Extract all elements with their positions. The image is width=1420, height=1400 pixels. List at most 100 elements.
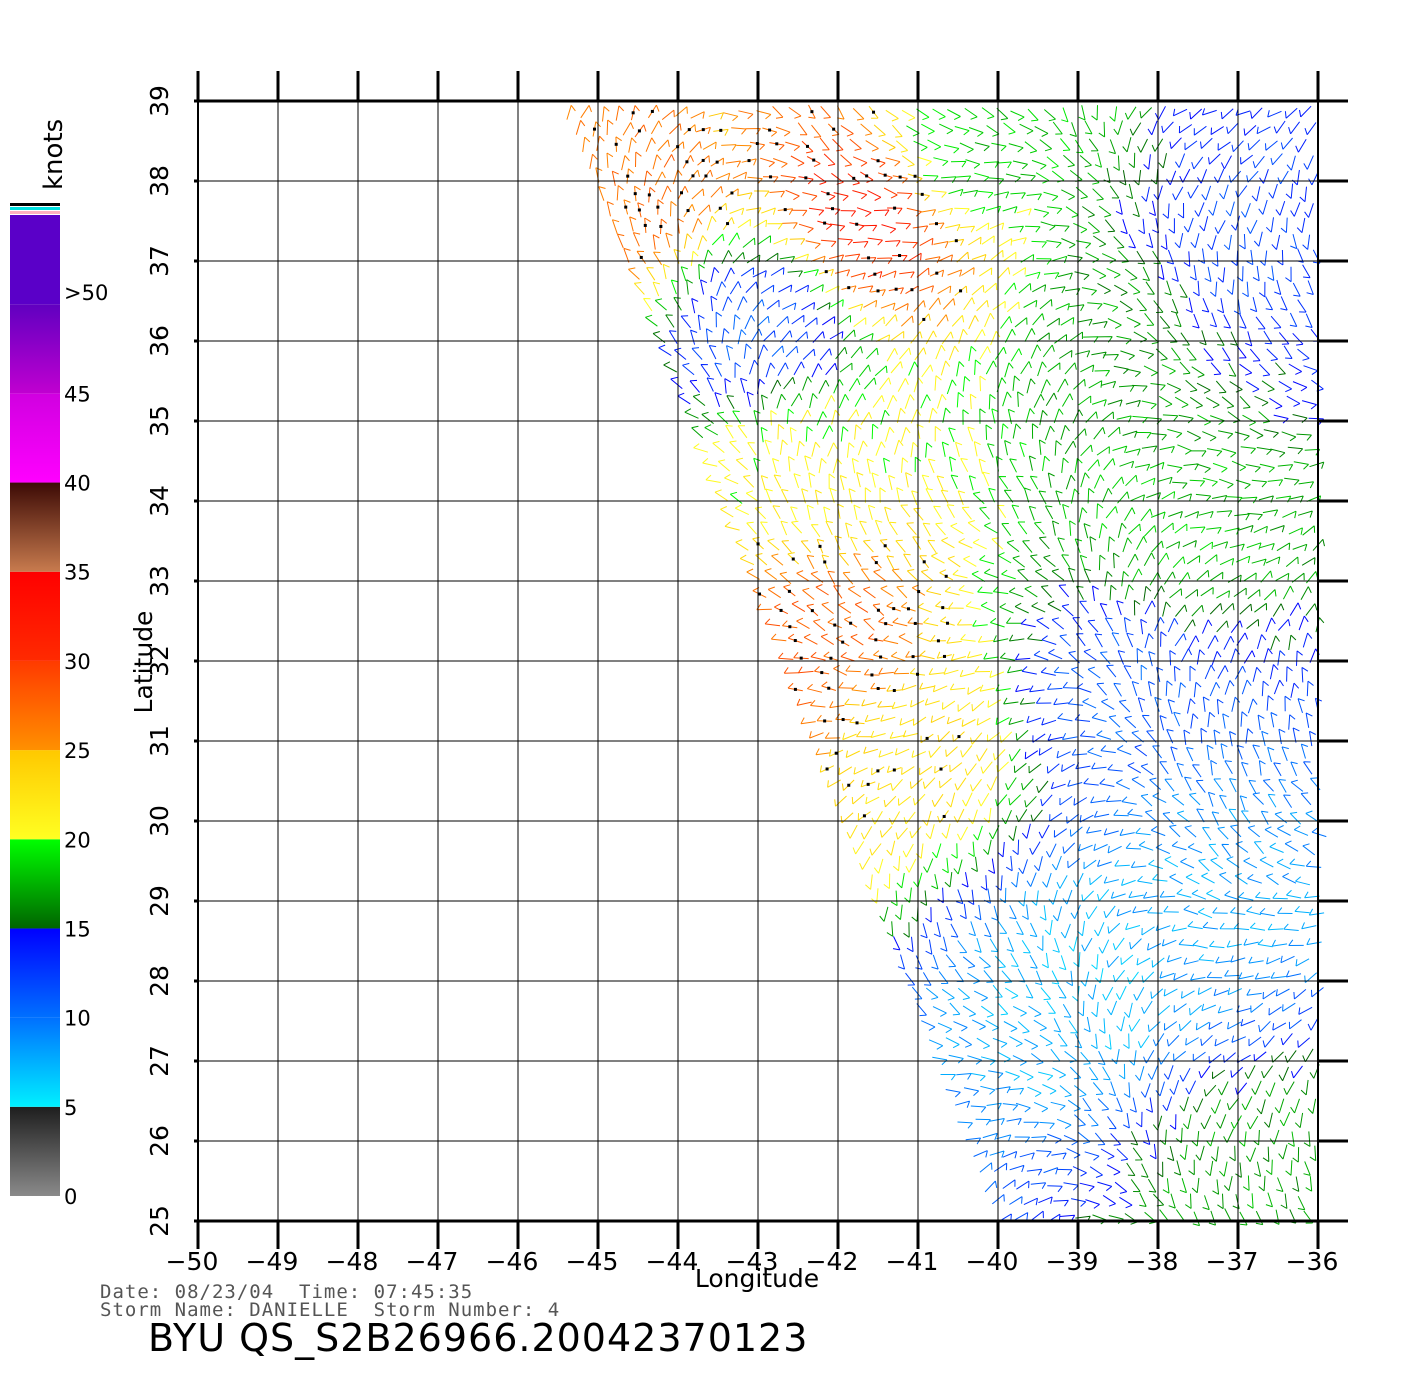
wind-barb (1127, 762, 1142, 774)
wind-barb (815, 748, 831, 756)
wind-barb (878, 667, 894, 675)
wind-barb (1254, 395, 1269, 407)
wind-barb (1275, 572, 1290, 582)
wind-barb (1209, 682, 1221, 697)
wind-barb (1300, 743, 1309, 759)
rain-flag-dot (659, 224, 663, 228)
wind-barb (1141, 926, 1155, 936)
wind-barb (1082, 206, 1095, 218)
wind-barb (864, 487, 872, 503)
wind-barb (1026, 378, 1036, 394)
wind-barb (1025, 984, 1034, 999)
wind-barb (1036, 1150, 1052, 1158)
wind-barb (680, 266, 688, 282)
wind-barb (1296, 248, 1304, 263)
wind-barb (1157, 552, 1170, 566)
wind-barb (773, 158, 788, 168)
wind-barb (1015, 475, 1025, 490)
wind-barb (1032, 284, 1047, 293)
wind-barb (854, 393, 866, 407)
wind-barb (1102, 986, 1114, 1001)
wind-barb (897, 954, 906, 970)
rain-flag-dot (805, 144, 809, 148)
wind-barb (968, 345, 977, 362)
wind-barb (1012, 839, 1020, 855)
wind-barb (912, 536, 922, 550)
wind-barb (1289, 811, 1302, 825)
rain-flag-dot (633, 192, 637, 196)
rain-flag-dot (884, 622, 888, 626)
wind-barb (1147, 906, 1163, 914)
wind-barb (1207, 235, 1217, 251)
wind-barb (856, 730, 872, 738)
wind-barb (1121, 796, 1137, 805)
wind-barb (1165, 680, 1173, 696)
wind-barb (1166, 382, 1182, 394)
wind-barb (1113, 236, 1125, 249)
wind-barb (662, 263, 670, 280)
rain-flag-dot (624, 205, 628, 209)
wind-barb (956, 1073, 972, 1080)
wind-barb (1102, 1194, 1116, 1207)
colorbar-top-stripe (10, 207, 60, 210)
wind-barb (789, 238, 806, 245)
wind-barb (1199, 330, 1207, 346)
wind-barb (1116, 909, 1132, 917)
wind-barb (1012, 160, 1028, 170)
wind-barb (959, 903, 967, 920)
wind-barb (844, 698, 860, 706)
wind-barb (1198, 511, 1214, 519)
wind-barb (964, 107, 978, 120)
wind-barb (967, 686, 982, 695)
wind-barb (988, 1070, 1004, 1079)
wind-barb (915, 955, 923, 970)
lat-lon-grid (197, 99, 1319, 1223)
wind-barb (1166, 1035, 1180, 1047)
wind-barb (1286, 155, 1296, 171)
wind-barb (996, 161, 1012, 169)
wind-barb (760, 426, 768, 443)
wind-barb (1127, 971, 1139, 985)
wind-barb (1206, 1131, 1216, 1147)
wind-barb (1195, 779, 1206, 793)
wind-barb (1030, 1182, 1047, 1190)
wind-barb (1027, 1086, 1042, 1098)
wind-barb (1295, 958, 1310, 967)
wind-barb (853, 317, 867, 328)
wind-barb (669, 123, 682, 135)
wind-barb (1073, 378, 1086, 390)
wind-barb (1293, 989, 1307, 1000)
wind-barb (747, 442, 757, 456)
wind-barb (1221, 843, 1232, 857)
wind-barb (1123, 617, 1131, 633)
wind-barb (1162, 414, 1179, 422)
wind-barb (1231, 460, 1247, 472)
wind-barb (1174, 633, 1187, 647)
wind-barb (654, 298, 667, 311)
wind-barb (916, 108, 930, 121)
wind-barb (1179, 168, 1191, 183)
wind-barb (1196, 463, 1211, 474)
wind-barb (1097, 1181, 1113, 1192)
wind-barb (798, 223, 814, 234)
wind-barb (1093, 843, 1108, 852)
rain-flag-dot (686, 209, 690, 213)
wind-barb (875, 441, 886, 456)
wind-barb (1056, 875, 1068, 889)
wind-barb (1301, 400, 1317, 410)
wind-barb (1216, 620, 1229, 633)
rain-flag-dot (825, 767, 829, 771)
wind-barb (1270, 635, 1281, 651)
wind-barb (658, 344, 672, 357)
wind-barb (611, 219, 620, 235)
wind-barb (1141, 445, 1158, 453)
rain-flag-dot (823, 560, 827, 564)
wind-barb (1140, 793, 1153, 807)
wind-barb (1091, 712, 1107, 722)
wind-barb (1267, 923, 1284, 931)
wind-barb (1028, 455, 1036, 471)
wind-barb (652, 281, 661, 297)
wind-barb (1159, 1129, 1167, 1145)
wind-barb (1286, 666, 1293, 682)
wind-barb (697, 235, 708, 250)
